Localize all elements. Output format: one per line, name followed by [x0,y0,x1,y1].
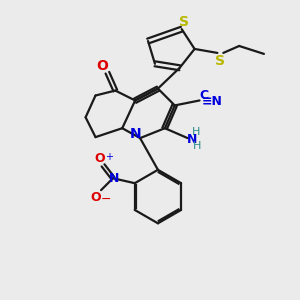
Text: O: O [97,59,108,73]
Text: ≡N: ≡N [202,95,223,108]
Text: S: S [179,15,189,29]
Text: C: C [199,89,208,102]
Text: +: + [105,152,113,162]
Text: S: S [215,54,225,68]
Text: H: H [194,141,202,151]
Text: N: N [109,172,119,185]
Text: N: N [129,127,141,141]
Text: N: N [186,133,197,146]
Text: H: H [191,127,200,137]
Text: O: O [91,190,101,204]
Text: −: − [101,193,111,206]
Text: O: O [95,152,105,165]
